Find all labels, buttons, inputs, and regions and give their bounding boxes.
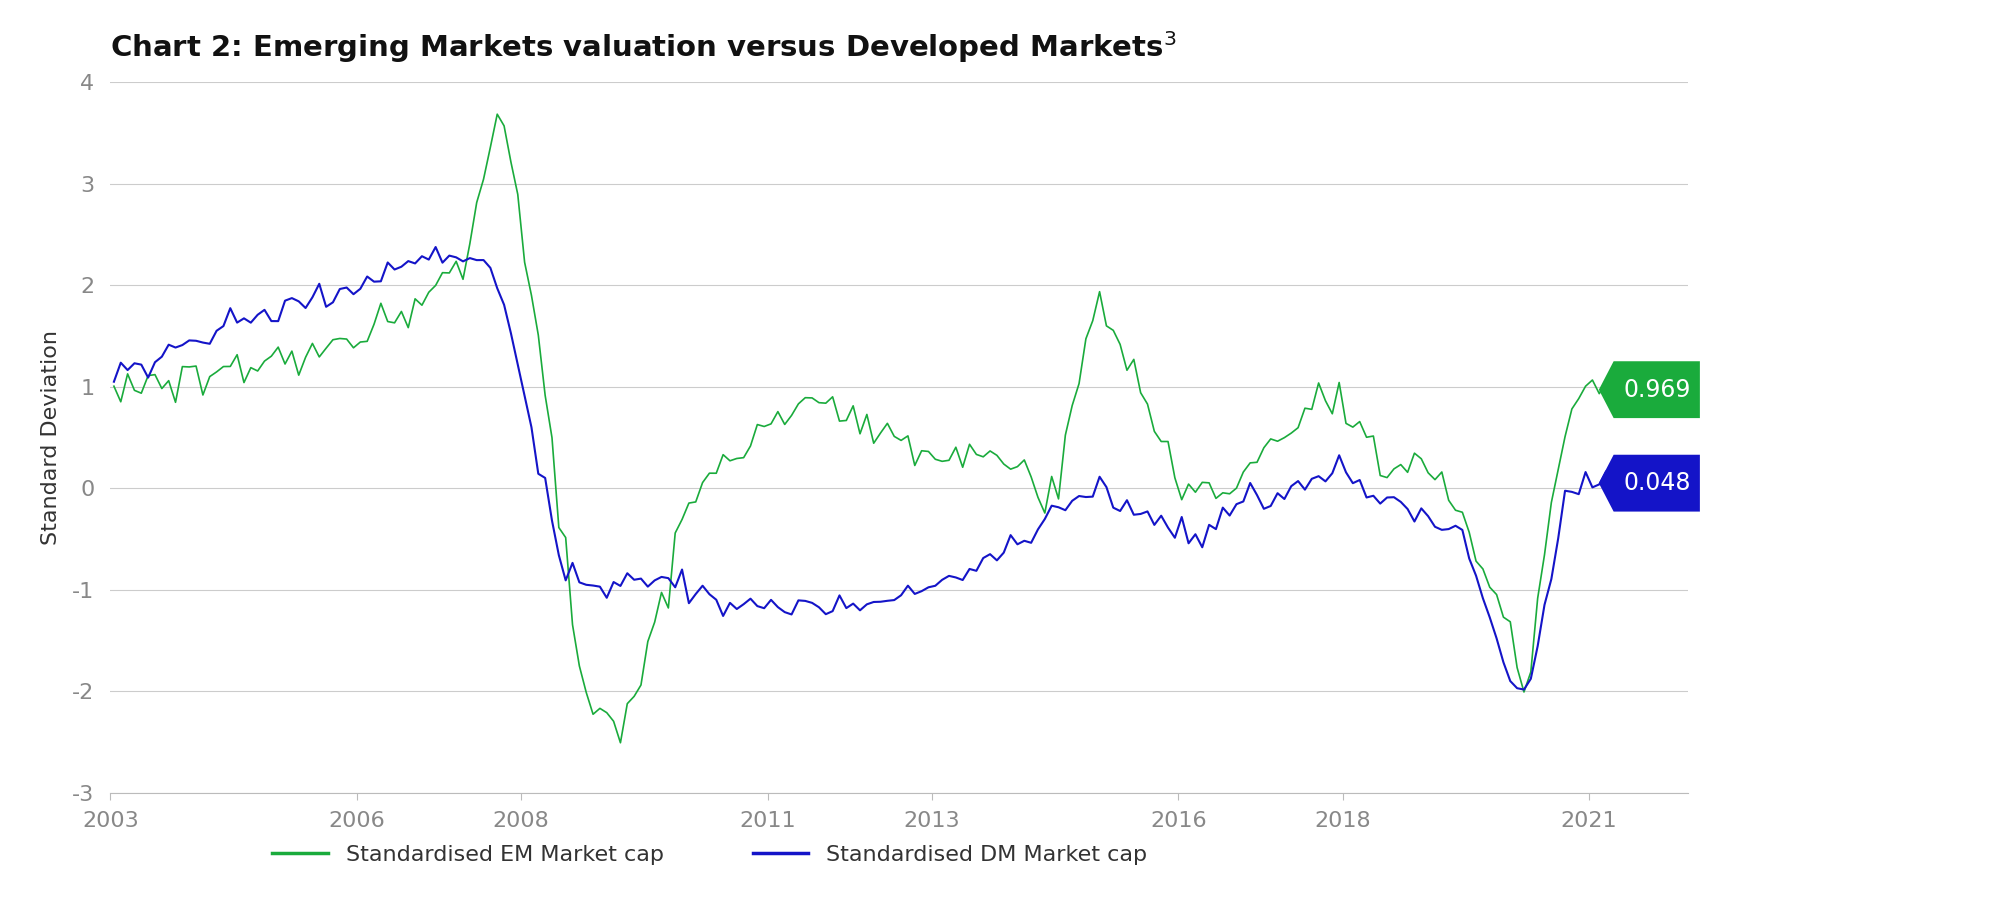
Polygon shape: [1599, 362, 1700, 418]
Text: 0.048: 0.048: [1623, 471, 1690, 496]
Text: 0.969: 0.969: [1623, 378, 1690, 402]
Text: Chart 2: Emerging Markets valuation versus Developed Markets$^{3}$: Chart 2: Emerging Markets valuation vers…: [110, 29, 1177, 65]
Y-axis label: Standard Deviation: Standard Deviation: [40, 330, 60, 545]
Legend: Standardised EM Market cap, Standardised DM Market cap: Standardised EM Market cap, Standardised…: [263, 836, 1155, 874]
Polygon shape: [1599, 455, 1700, 512]
